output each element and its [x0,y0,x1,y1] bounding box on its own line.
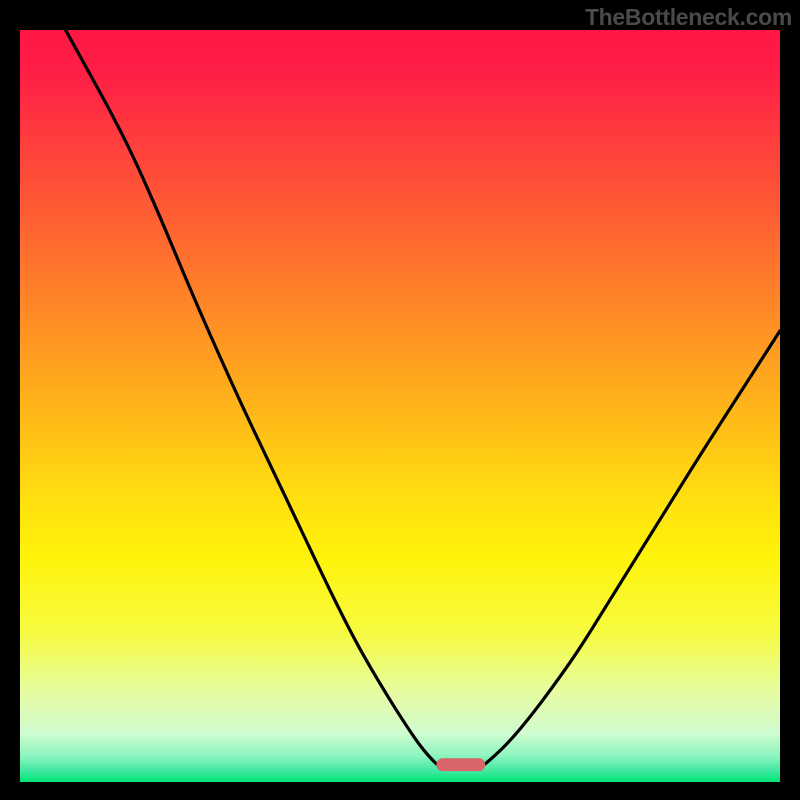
bottleneck-chart [0,0,800,800]
chart-container: TheBottleneck.com [0,0,800,800]
bottleneck-marker [436,758,485,771]
plot-area-gradient [20,30,780,782]
watermark-text: TheBottleneck.com [585,4,792,31]
